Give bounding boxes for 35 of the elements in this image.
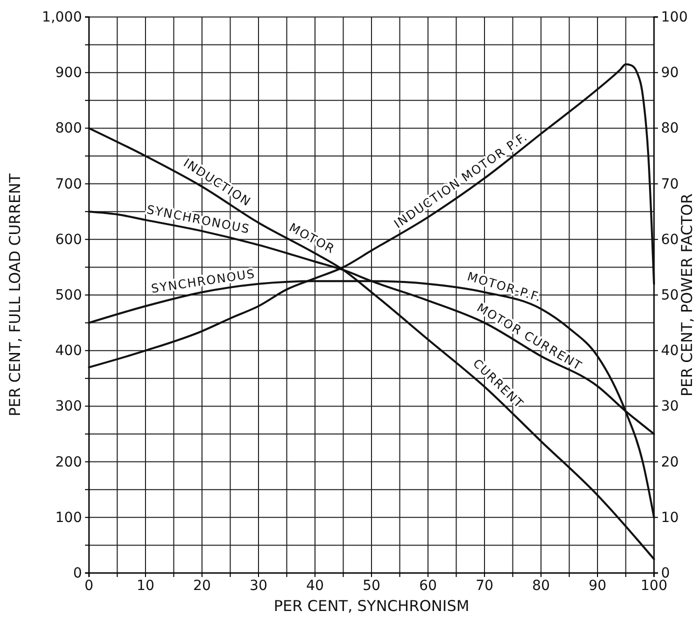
y2-tick-label: 40 bbox=[661, 343, 679, 360]
x-tick-label: 100 bbox=[640, 578, 668, 594]
y2-tick-label: 80 bbox=[661, 120, 679, 137]
y-tick-label: 300 bbox=[55, 398, 82, 415]
y2-tick-label: 100 bbox=[661, 9, 688, 26]
y-tick-label: 0 bbox=[73, 565, 82, 582]
x-tick-label: 80 bbox=[532, 578, 550, 594]
y-tick-label: 600 bbox=[55, 232, 82, 248]
y2-tick-label: 50 bbox=[661, 287, 679, 304]
y-tick-label: 400 bbox=[55, 343, 82, 360]
y-tick-label: 900 bbox=[55, 65, 82, 82]
y2-tick-label: 20 bbox=[661, 454, 679, 470]
y-tick-label: 200 bbox=[55, 454, 82, 470]
x-axis-title: PER CENT, SYNCHRONISM bbox=[274, 597, 470, 615]
y-tick-label: 100 bbox=[55, 510, 82, 526]
x-tick-label: 0 bbox=[84, 578, 94, 594]
y2-tick-label: 10 bbox=[661, 510, 679, 526]
y-tick-label: 700 bbox=[55, 176, 82, 192]
y-axis-title: PER CENT, FULL LOAD CURRENT bbox=[6, 172, 24, 416]
y2-tick-label: 70 bbox=[661, 176, 679, 192]
y-tick-label: 1,000 bbox=[42, 9, 82, 26]
y2-tick-label: 30 bbox=[661, 398, 679, 415]
y2-axis-title: PER CENT, POWER FACTOR bbox=[678, 193, 696, 397]
x-tick-label: 70 bbox=[476, 578, 494, 594]
y-tick-label: 800 bbox=[55, 120, 82, 137]
y2-tick-label: 90 bbox=[661, 65, 679, 82]
x-tick-label: 90 bbox=[588, 578, 606, 594]
x-tick-label: 40 bbox=[306, 578, 324, 594]
y-tick-label: 500 bbox=[55, 287, 82, 304]
x-tick-label: 30 bbox=[250, 578, 268, 594]
x-tick-label: 20 bbox=[193, 578, 211, 594]
x-tick-label: 60 bbox=[419, 578, 437, 594]
x-tick-label: 50 bbox=[362, 578, 380, 594]
x-tick-label: 10 bbox=[136, 578, 154, 594]
y2-tick-label: 60 bbox=[661, 232, 679, 248]
